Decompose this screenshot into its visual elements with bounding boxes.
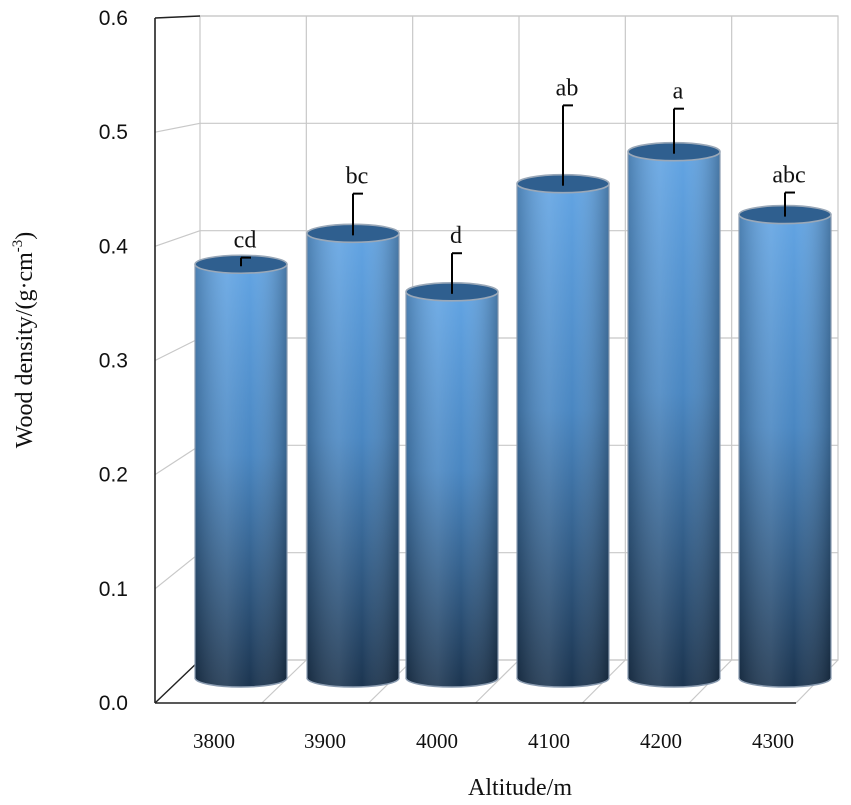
significance-label: bc	[346, 164, 369, 190]
y-tick-label: 0.3	[99, 350, 128, 373]
significance-label: abc	[772, 163, 805, 189]
side-wall-line	[154, 122, 201, 133]
y-tick-labels: 0.0 0.1 0.2 0.3 0.4 0.5 0.6	[99, 7, 129, 715]
bars: cd bc d ab a abc	[194, 75, 832, 688]
bar-shading	[739, 214, 831, 687]
floor-line	[475, 659, 520, 704]
x-tick-label: 3900	[304, 729, 346, 753]
side-wall-line	[154, 230, 201, 247]
side-wall-line	[154, 552, 201, 590]
x-tick-label: 4200	[640, 729, 682, 753]
bar-shading	[517, 183, 609, 687]
y-tick-label: 0.4	[99, 235, 129, 258]
significance-label: cd	[234, 228, 257, 254]
x-tick-label: 3800	[193, 729, 235, 753]
bar-shading	[195, 264, 287, 687]
bar-bottom-edge	[516, 677, 610, 688]
x-tick-label: 4100	[528, 729, 570, 753]
significance-label: a	[673, 79, 684, 105]
bar-bottom-edge	[405, 677, 499, 688]
bar-shading	[628, 151, 720, 687]
side-wall-line	[154, 337, 201, 362]
x-tick-label: 4300	[752, 729, 794, 753]
significance-label: ab	[556, 75, 579, 101]
y-tick-label: 0.2	[99, 464, 128, 487]
y-tick-label: 0.6	[99, 7, 128, 30]
top-depth-line	[154, 15, 201, 19]
bar-shading	[307, 233, 399, 687]
bar-4200: a	[627, 79, 721, 688]
x-tick-label: 4000	[416, 729, 458, 753]
bar-4100: ab	[516, 75, 610, 688]
y-axis-title-main: Wood density/(g·cm	[12, 252, 38, 448]
bar-4300: abc	[738, 163, 832, 688]
bar-bottom-edge	[306, 677, 400, 688]
bar-bottom-edge	[738, 677, 832, 688]
y-axis-title: Wood density/(g·cm-3)	[10, 232, 38, 449]
bar-3800: cd	[194, 228, 288, 688]
bar-bottom-edge	[194, 677, 288, 688]
y-axis-title-superscript: -3	[10, 240, 26, 253]
axes	[154, 15, 796, 704]
y-tick-label: 0.0	[99, 692, 128, 715]
bar-shading	[406, 291, 498, 687]
y-tick-label: 0.5	[99, 121, 128, 144]
y-tick-label: 0.1	[99, 578, 128, 601]
side-wall-line	[154, 444, 201, 476]
bar-bottom-edge	[627, 677, 721, 688]
significance-label: d	[450, 223, 462, 249]
bar-4000: d	[405, 223, 499, 688]
bottom-depth-line	[154, 659, 201, 704]
bar-3900: bc	[306, 164, 400, 688]
y-axis-title-suffix: )	[12, 232, 38, 240]
x-tick-labels: 3800 3900 4000 4100 4200 4300	[193, 729, 794, 753]
x-axis-title: Altitude/m	[468, 775, 572, 801]
